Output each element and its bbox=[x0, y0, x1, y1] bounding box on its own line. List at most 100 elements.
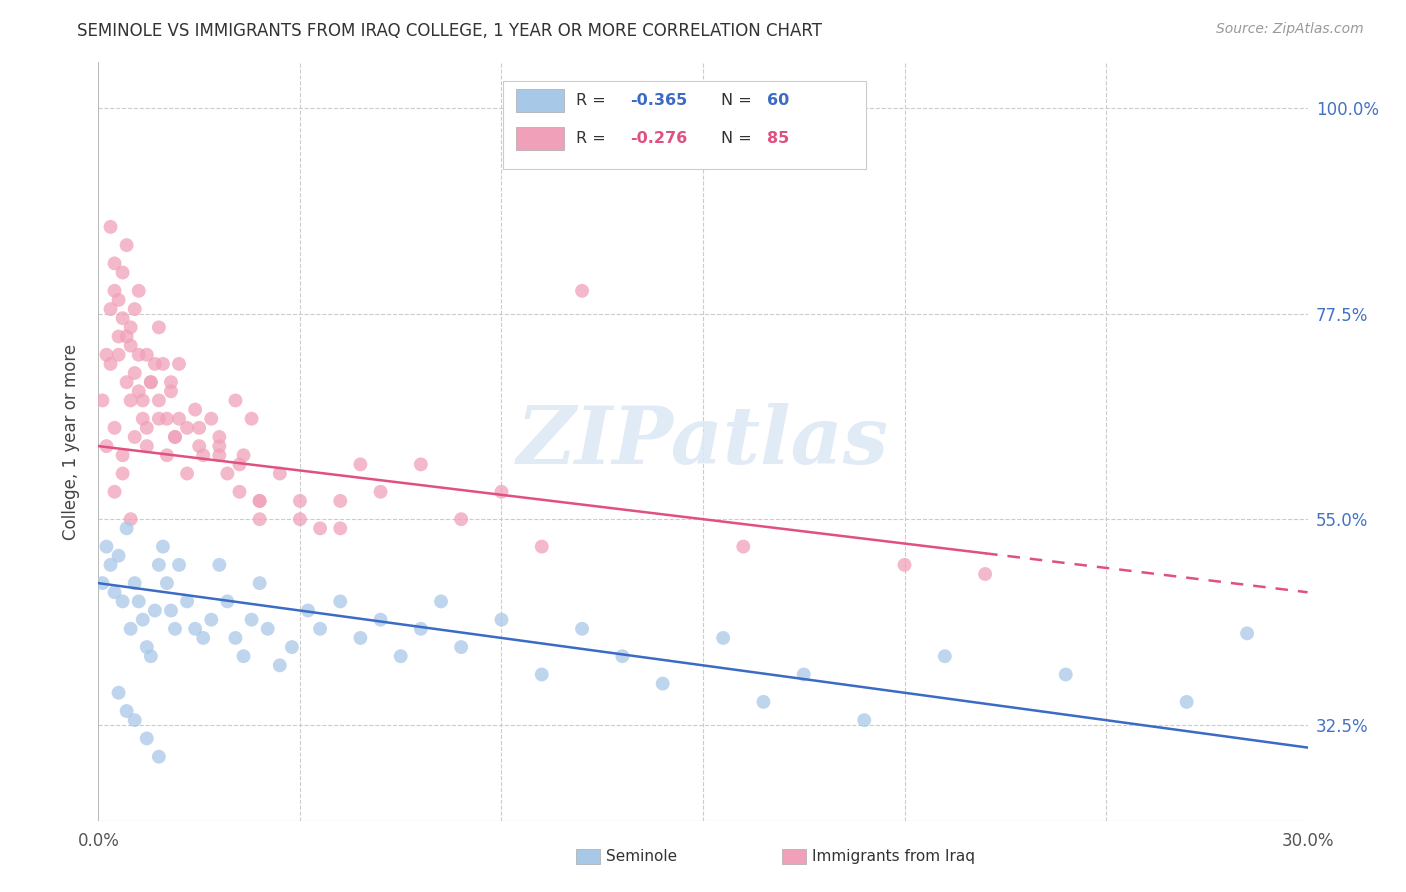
Point bbox=[288, 512, 311, 526]
Point bbox=[853, 713, 876, 727]
Point bbox=[115, 704, 138, 718]
Point bbox=[184, 622, 207, 636]
Point bbox=[135, 640, 157, 654]
FancyBboxPatch shape bbox=[576, 848, 600, 863]
Point bbox=[176, 467, 198, 481]
Point bbox=[115, 521, 138, 535]
Text: ZIPatlas: ZIPatlas bbox=[517, 403, 889, 480]
Point bbox=[450, 512, 472, 526]
Point bbox=[107, 549, 129, 563]
Point bbox=[249, 494, 271, 508]
Point bbox=[160, 603, 183, 617]
Point bbox=[115, 329, 138, 343]
FancyBboxPatch shape bbox=[782, 848, 806, 863]
Point bbox=[200, 411, 222, 425]
Point bbox=[96, 348, 118, 362]
Point bbox=[107, 686, 129, 700]
Point bbox=[208, 439, 231, 453]
Point bbox=[208, 448, 231, 462]
Point bbox=[139, 375, 162, 389]
Point bbox=[571, 284, 593, 298]
Point bbox=[96, 439, 118, 453]
Point bbox=[893, 558, 915, 572]
Point bbox=[135, 421, 157, 435]
Point bbox=[100, 219, 122, 234]
Point bbox=[139, 649, 162, 664]
Point bbox=[120, 338, 142, 352]
Point bbox=[111, 266, 134, 280]
Point bbox=[128, 594, 150, 608]
Point bbox=[934, 649, 956, 664]
Point bbox=[224, 631, 246, 645]
Point bbox=[269, 658, 291, 673]
Text: 60: 60 bbox=[768, 93, 789, 108]
Point bbox=[188, 421, 211, 435]
Point bbox=[450, 640, 472, 654]
Point bbox=[491, 484, 513, 499]
Point bbox=[148, 411, 170, 425]
Point bbox=[128, 384, 150, 399]
FancyBboxPatch shape bbox=[516, 89, 564, 112]
Point bbox=[208, 430, 231, 444]
Point bbox=[269, 467, 291, 481]
Point bbox=[167, 558, 190, 572]
Point bbox=[132, 411, 155, 425]
Point bbox=[124, 430, 146, 444]
Text: N =: N = bbox=[721, 131, 756, 145]
Point bbox=[281, 640, 304, 654]
Point bbox=[91, 576, 114, 591]
Point bbox=[752, 695, 775, 709]
Point bbox=[974, 566, 997, 581]
Point bbox=[143, 357, 166, 371]
Point bbox=[228, 458, 250, 472]
Y-axis label: College, 1 year or more: College, 1 year or more bbox=[62, 343, 80, 540]
Point bbox=[103, 421, 125, 435]
Point bbox=[224, 393, 246, 408]
Point bbox=[163, 622, 186, 636]
Point bbox=[612, 649, 634, 664]
Point bbox=[100, 558, 122, 572]
Text: 85: 85 bbox=[768, 131, 789, 145]
Point bbox=[249, 494, 271, 508]
Point bbox=[389, 649, 412, 664]
Point bbox=[135, 731, 157, 746]
Point bbox=[530, 540, 553, 554]
Point bbox=[329, 594, 352, 608]
Point bbox=[200, 613, 222, 627]
Point bbox=[143, 603, 166, 617]
Point bbox=[107, 348, 129, 362]
Point bbox=[1054, 667, 1077, 681]
Point bbox=[115, 375, 138, 389]
Point bbox=[132, 393, 155, 408]
Point bbox=[184, 402, 207, 417]
Point bbox=[103, 484, 125, 499]
Text: 0.0%: 0.0% bbox=[77, 831, 120, 849]
Point bbox=[329, 494, 352, 508]
Point bbox=[124, 576, 146, 591]
Point bbox=[249, 512, 271, 526]
Point bbox=[793, 667, 815, 681]
Point bbox=[288, 494, 311, 508]
Point bbox=[176, 421, 198, 435]
Point bbox=[124, 366, 146, 380]
Text: R =: R = bbox=[576, 131, 612, 145]
Point bbox=[124, 713, 146, 727]
Point bbox=[160, 384, 183, 399]
Point bbox=[228, 484, 250, 499]
Point bbox=[139, 375, 162, 389]
Point bbox=[309, 521, 332, 535]
Point bbox=[156, 411, 179, 425]
Point bbox=[148, 393, 170, 408]
Point bbox=[120, 512, 142, 526]
Point bbox=[370, 484, 392, 499]
Point bbox=[156, 448, 179, 462]
Text: Source: ZipAtlas.com: Source: ZipAtlas.com bbox=[1216, 22, 1364, 37]
Point bbox=[107, 293, 129, 307]
Point bbox=[370, 613, 392, 627]
Point bbox=[232, 649, 254, 664]
Point bbox=[148, 749, 170, 764]
Point bbox=[91, 393, 114, 408]
Point bbox=[297, 603, 319, 617]
Point bbox=[135, 348, 157, 362]
Text: N =: N = bbox=[721, 93, 756, 108]
